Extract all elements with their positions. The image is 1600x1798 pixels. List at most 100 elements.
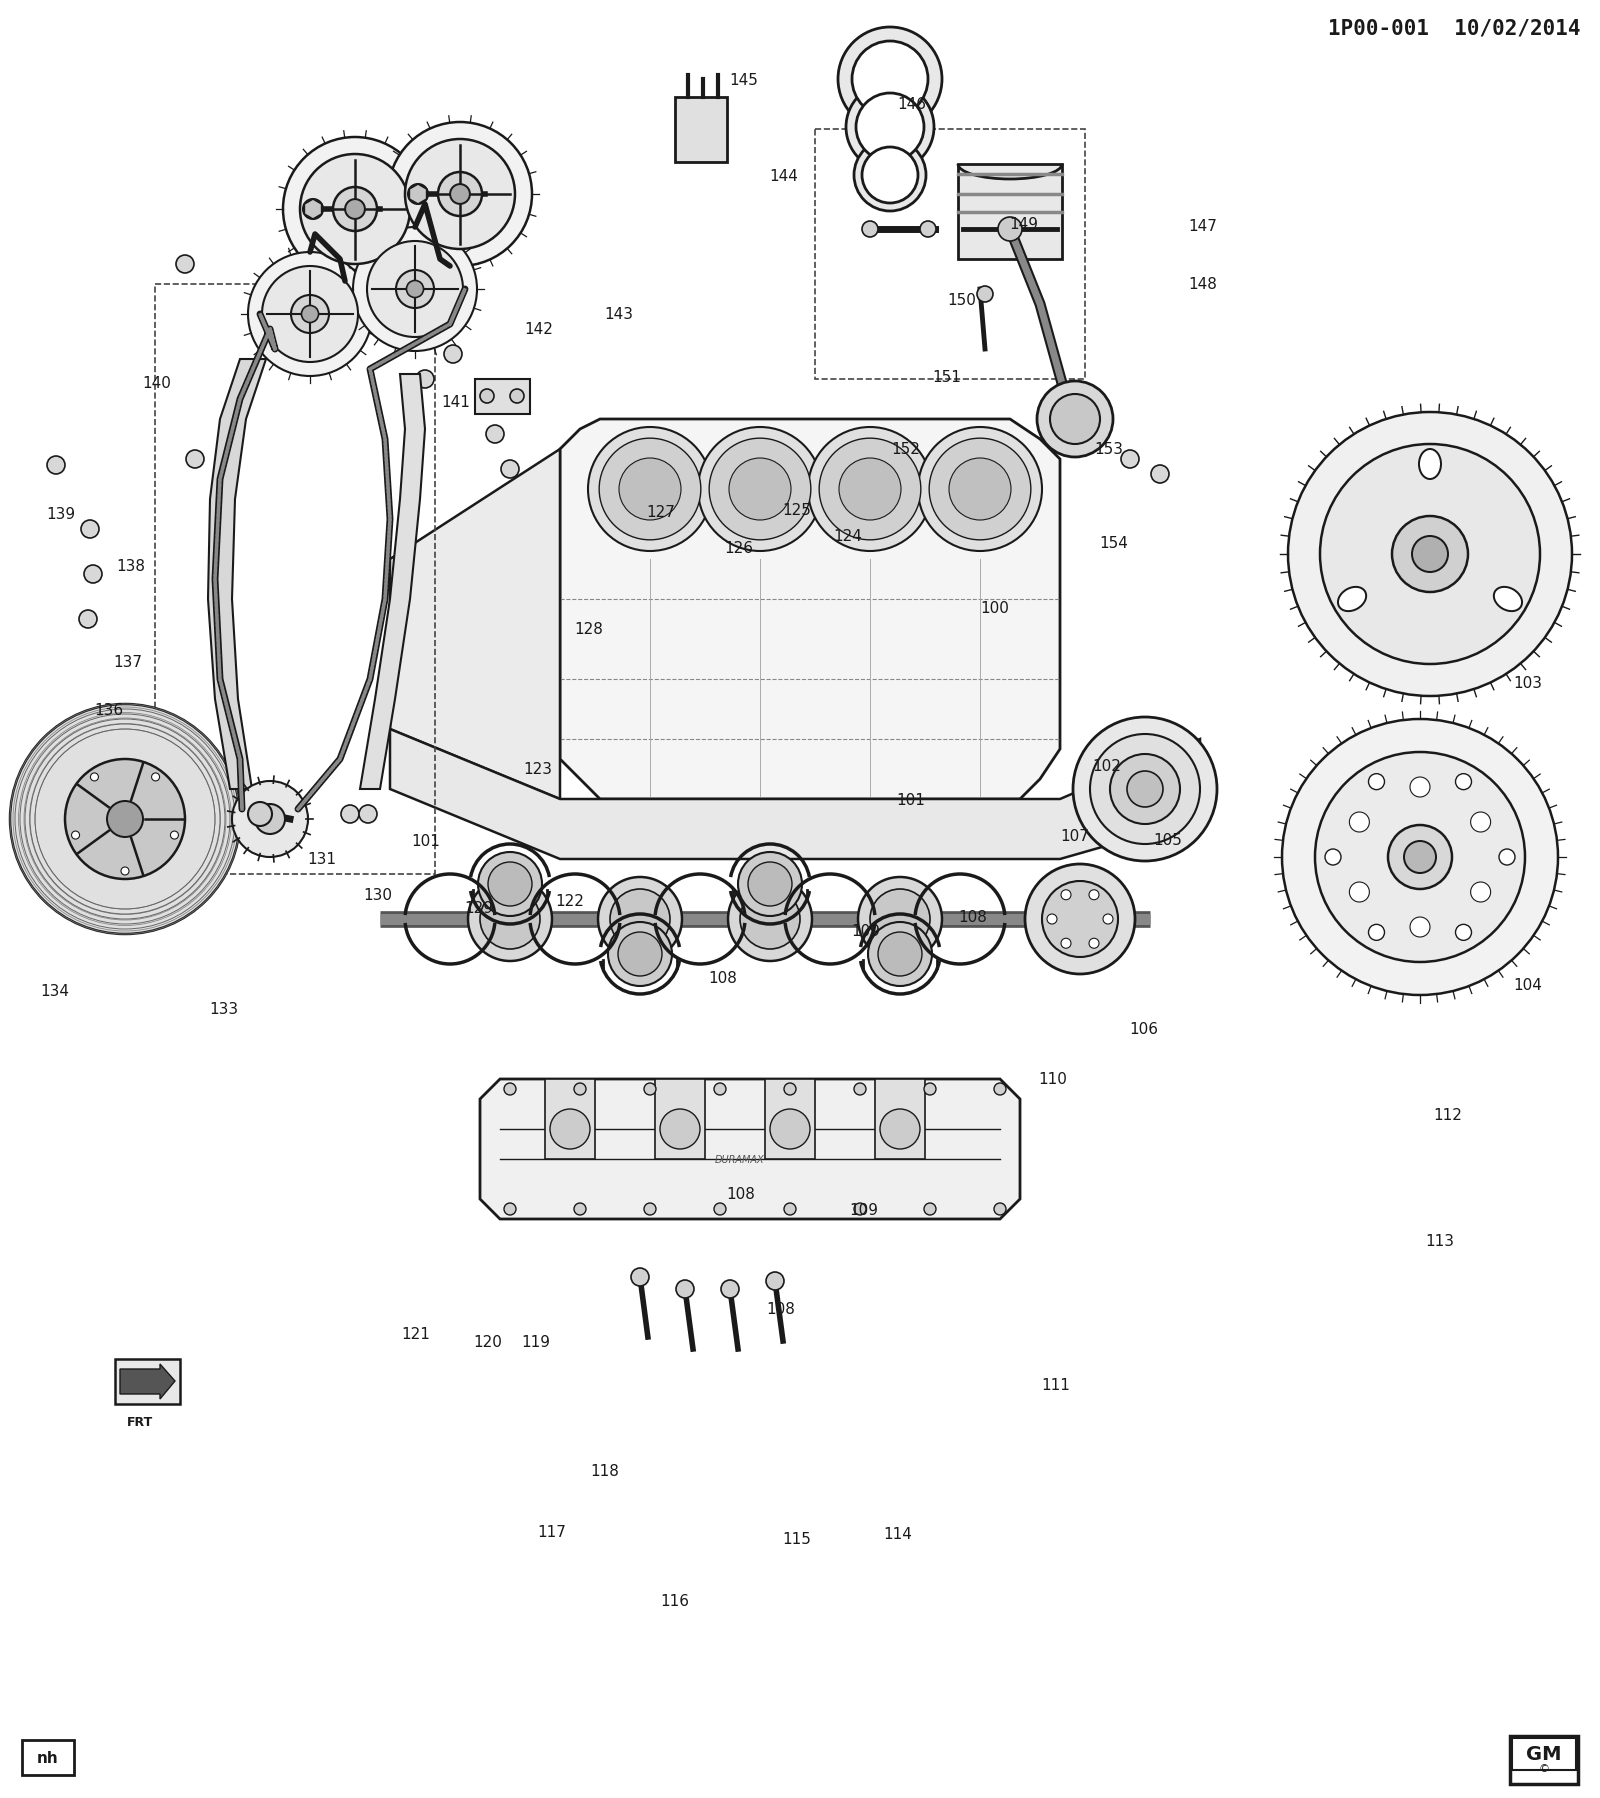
Polygon shape	[410, 185, 427, 205]
Circle shape	[854, 1084, 866, 1095]
Circle shape	[978, 288, 994, 302]
Text: 101: 101	[896, 793, 925, 807]
Text: 107: 107	[1061, 829, 1090, 843]
Text: 136: 136	[94, 703, 123, 717]
Circle shape	[107, 802, 142, 838]
Circle shape	[478, 852, 542, 917]
Circle shape	[714, 1084, 726, 1095]
Circle shape	[661, 1109, 701, 1149]
Text: 129: 129	[464, 901, 493, 915]
Circle shape	[858, 877, 942, 962]
Circle shape	[333, 189, 378, 232]
Circle shape	[1122, 451, 1139, 469]
Bar	[654, 1079, 706, 1160]
Circle shape	[1392, 516, 1469, 593]
Text: 106: 106	[1130, 1021, 1158, 1036]
Circle shape	[870, 890, 930, 949]
Text: FRT: FRT	[126, 1415, 154, 1428]
Text: 128: 128	[574, 622, 603, 636]
Circle shape	[838, 458, 901, 521]
Circle shape	[301, 155, 410, 264]
Circle shape	[78, 611, 98, 629]
Text: 145: 145	[730, 74, 758, 88]
Bar	[675, 97, 726, 164]
Bar	[814, 129, 1085, 379]
Bar	[22, 1740, 74, 1775]
Text: 148: 148	[1189, 277, 1218, 291]
Circle shape	[1037, 381, 1114, 458]
Circle shape	[232, 782, 307, 858]
Circle shape	[504, 1084, 515, 1095]
Polygon shape	[120, 1365, 174, 1399]
Circle shape	[186, 451, 205, 469]
Circle shape	[171, 832, 179, 840]
Circle shape	[1410, 777, 1430, 798]
Text: 140: 140	[142, 376, 171, 390]
Text: 151: 151	[933, 370, 962, 385]
Circle shape	[1110, 755, 1181, 825]
Circle shape	[66, 759, 186, 879]
Text: 116: 116	[661, 1593, 690, 1607]
Circle shape	[387, 122, 531, 266]
Text: 109: 109	[851, 924, 880, 939]
Circle shape	[408, 185, 429, 205]
Circle shape	[739, 890, 800, 949]
Circle shape	[1456, 775, 1472, 789]
Circle shape	[925, 1203, 936, 1215]
Circle shape	[366, 243, 462, 338]
Circle shape	[1470, 883, 1491, 903]
Text: 120: 120	[474, 1334, 502, 1348]
Circle shape	[862, 221, 878, 237]
Text: 113: 113	[1426, 1233, 1454, 1248]
Circle shape	[862, 147, 918, 203]
Circle shape	[1410, 917, 1430, 937]
Text: 115: 115	[782, 1532, 811, 1546]
Circle shape	[1456, 924, 1472, 940]
Circle shape	[72, 832, 80, 840]
Text: 138: 138	[117, 559, 146, 574]
Circle shape	[1074, 717, 1218, 861]
Bar	[546, 1079, 595, 1160]
Circle shape	[675, 1280, 694, 1298]
Text: 119: 119	[522, 1334, 550, 1348]
Circle shape	[598, 439, 701, 541]
Circle shape	[406, 280, 424, 298]
Circle shape	[1042, 881, 1118, 958]
Circle shape	[83, 566, 102, 584]
Circle shape	[1061, 939, 1070, 949]
Text: 137: 137	[114, 654, 142, 669]
Circle shape	[766, 1273, 784, 1291]
Circle shape	[1349, 813, 1370, 832]
Circle shape	[1026, 865, 1134, 975]
Circle shape	[784, 1203, 797, 1215]
Circle shape	[1499, 849, 1515, 865]
Circle shape	[998, 218, 1022, 243]
Circle shape	[619, 458, 682, 521]
Text: 123: 123	[523, 762, 552, 777]
Text: 146: 146	[898, 97, 926, 111]
Circle shape	[867, 922, 931, 987]
Text: 131: 131	[307, 852, 336, 867]
Text: DURAMAX: DURAMAX	[715, 1154, 765, 1165]
Text: 104: 104	[1514, 978, 1542, 992]
Circle shape	[354, 228, 477, 352]
Ellipse shape	[1494, 588, 1522, 611]
Circle shape	[880, 1109, 920, 1149]
Circle shape	[1315, 753, 1525, 962]
Circle shape	[730, 458, 790, 521]
Circle shape	[698, 428, 822, 552]
Circle shape	[1413, 536, 1448, 574]
Circle shape	[994, 1084, 1006, 1095]
Circle shape	[438, 173, 482, 218]
Circle shape	[82, 521, 99, 539]
Polygon shape	[390, 450, 560, 800]
Circle shape	[925, 1084, 936, 1095]
Circle shape	[643, 1084, 656, 1095]
Circle shape	[846, 85, 934, 173]
Bar	[1510, 1737, 1578, 1784]
Circle shape	[784, 1084, 797, 1095]
Polygon shape	[304, 200, 322, 219]
Circle shape	[574, 1203, 586, 1215]
Circle shape	[1349, 883, 1370, 903]
Circle shape	[405, 140, 515, 250]
